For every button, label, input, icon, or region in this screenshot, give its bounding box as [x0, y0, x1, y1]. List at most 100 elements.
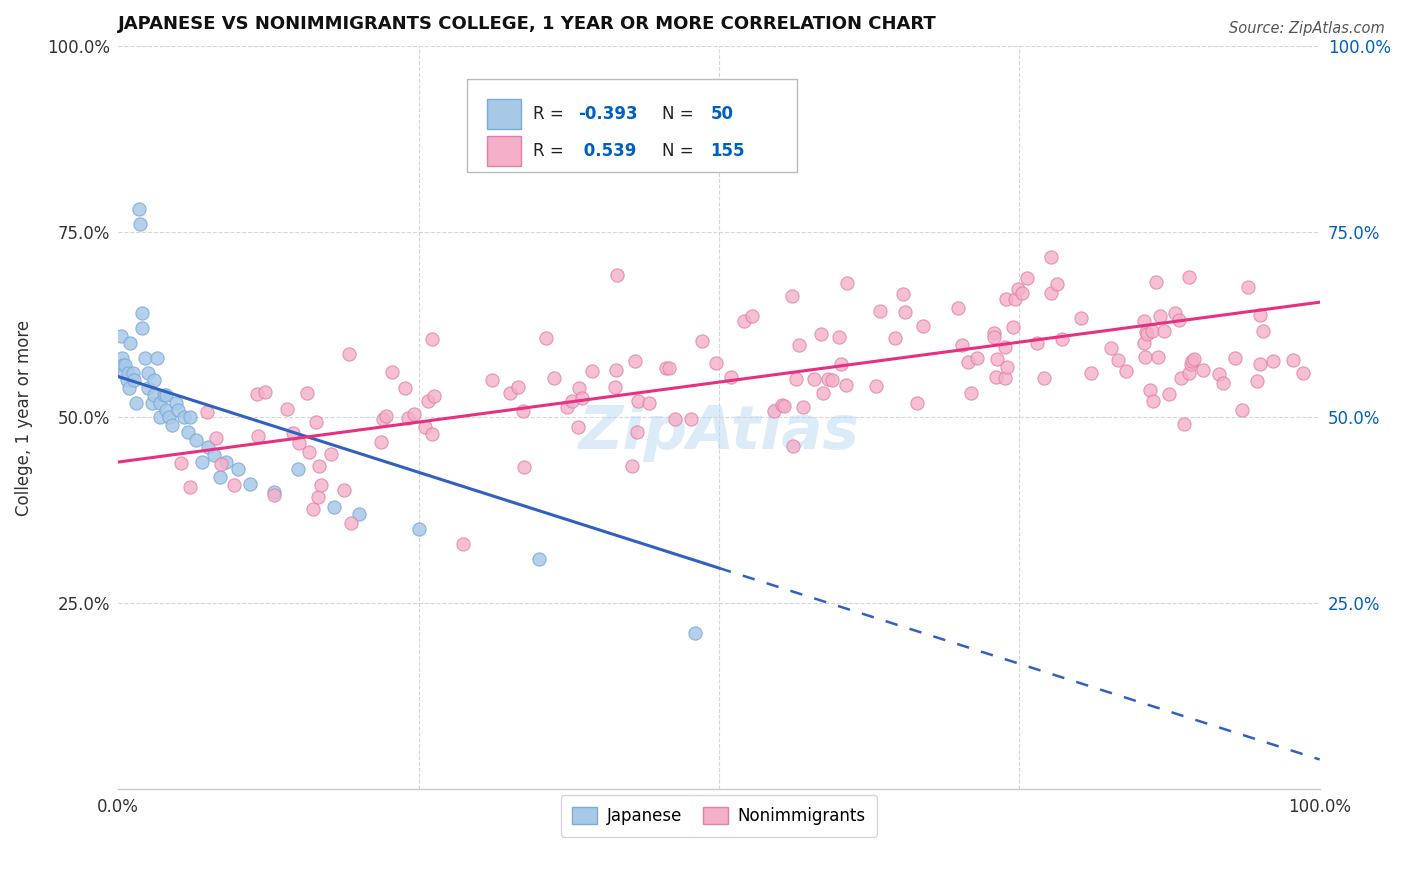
Point — [1261, 353, 1284, 368]
Point — [1181, 354, 1204, 368]
Point — [1099, 341, 1122, 355]
Point — [186, 433, 208, 447]
Point — [654, 361, 676, 376]
Point — [302, 501, 325, 516]
Point — [1281, 353, 1303, 368]
Point — [865, 379, 887, 393]
Point — [381, 365, 404, 379]
Point — [770, 398, 793, 412]
Point — [810, 326, 832, 341]
Point — [451, 537, 474, 551]
Point — [1046, 277, 1069, 291]
Point — [561, 393, 583, 408]
FancyBboxPatch shape — [486, 136, 520, 166]
Point — [228, 462, 250, 476]
Point — [396, 411, 419, 425]
Point — [195, 405, 218, 419]
Point — [883, 331, 905, 345]
Point — [1180, 357, 1202, 371]
Point — [1178, 270, 1201, 285]
FancyBboxPatch shape — [467, 79, 797, 172]
Point — [1208, 368, 1230, 382]
Point — [1135, 326, 1157, 340]
Point — [506, 380, 529, 394]
Point — [1135, 351, 1157, 365]
Point — [817, 372, 839, 386]
Point — [121, 366, 143, 380]
Point — [912, 319, 935, 334]
Point — [305, 415, 328, 429]
Point — [966, 351, 988, 365]
Point — [155, 388, 177, 402]
Point — [1025, 336, 1047, 351]
Point — [319, 446, 342, 460]
Point — [115, 373, 138, 387]
Point — [950, 338, 973, 352]
Point — [254, 385, 277, 400]
Point — [1173, 417, 1195, 431]
Point — [827, 329, 849, 343]
Point — [173, 410, 195, 425]
Point — [117, 366, 139, 380]
Point — [418, 394, 440, 409]
Point — [155, 403, 177, 417]
Text: R =: R = — [533, 142, 568, 161]
Point — [309, 478, 332, 492]
Point — [1004, 292, 1026, 306]
Point — [780, 289, 803, 303]
Point — [664, 411, 686, 425]
Point — [512, 404, 534, 418]
Point — [741, 309, 763, 323]
Point — [1070, 310, 1092, 325]
Point — [394, 381, 416, 395]
Point — [1144, 275, 1167, 289]
Point — [136, 381, 159, 395]
Point — [281, 425, 304, 440]
Text: 155: 155 — [710, 142, 745, 161]
Point — [1139, 383, 1161, 397]
Point — [202, 448, 225, 462]
Point — [177, 425, 200, 440]
Point — [683, 626, 706, 640]
Point — [789, 337, 811, 351]
Point — [375, 409, 398, 424]
Point — [905, 396, 928, 410]
Point — [145, 351, 167, 365]
Point — [128, 202, 150, 217]
Point — [1052, 332, 1074, 346]
Point — [993, 340, 1015, 354]
Point — [179, 410, 201, 425]
Point — [568, 381, 591, 395]
Point — [340, 516, 363, 530]
Point — [141, 395, 163, 409]
Point — [423, 389, 446, 403]
Point — [1192, 363, 1215, 377]
Text: N =: N = — [662, 142, 699, 161]
Point — [347, 507, 370, 521]
Point — [1011, 286, 1033, 301]
Point — [527, 551, 550, 566]
Point — [679, 412, 702, 426]
Point — [136, 366, 159, 380]
Point — [149, 410, 172, 425]
Point — [605, 379, 627, 393]
Point — [638, 396, 661, 410]
Point — [891, 286, 914, 301]
Point — [995, 359, 1018, 374]
Point — [627, 393, 650, 408]
Point — [481, 373, 503, 387]
Point — [803, 372, 825, 386]
Point — [1015, 270, 1038, 285]
Point — [111, 351, 134, 365]
FancyBboxPatch shape — [486, 99, 520, 129]
Point — [143, 373, 166, 387]
Point — [499, 385, 522, 400]
Point — [307, 490, 329, 504]
Point — [112, 366, 135, 380]
Point — [956, 355, 979, 369]
Point — [128, 217, 150, 231]
Point — [762, 404, 785, 418]
Point — [1140, 324, 1163, 338]
Point — [994, 370, 1017, 384]
Point — [1164, 306, 1187, 320]
